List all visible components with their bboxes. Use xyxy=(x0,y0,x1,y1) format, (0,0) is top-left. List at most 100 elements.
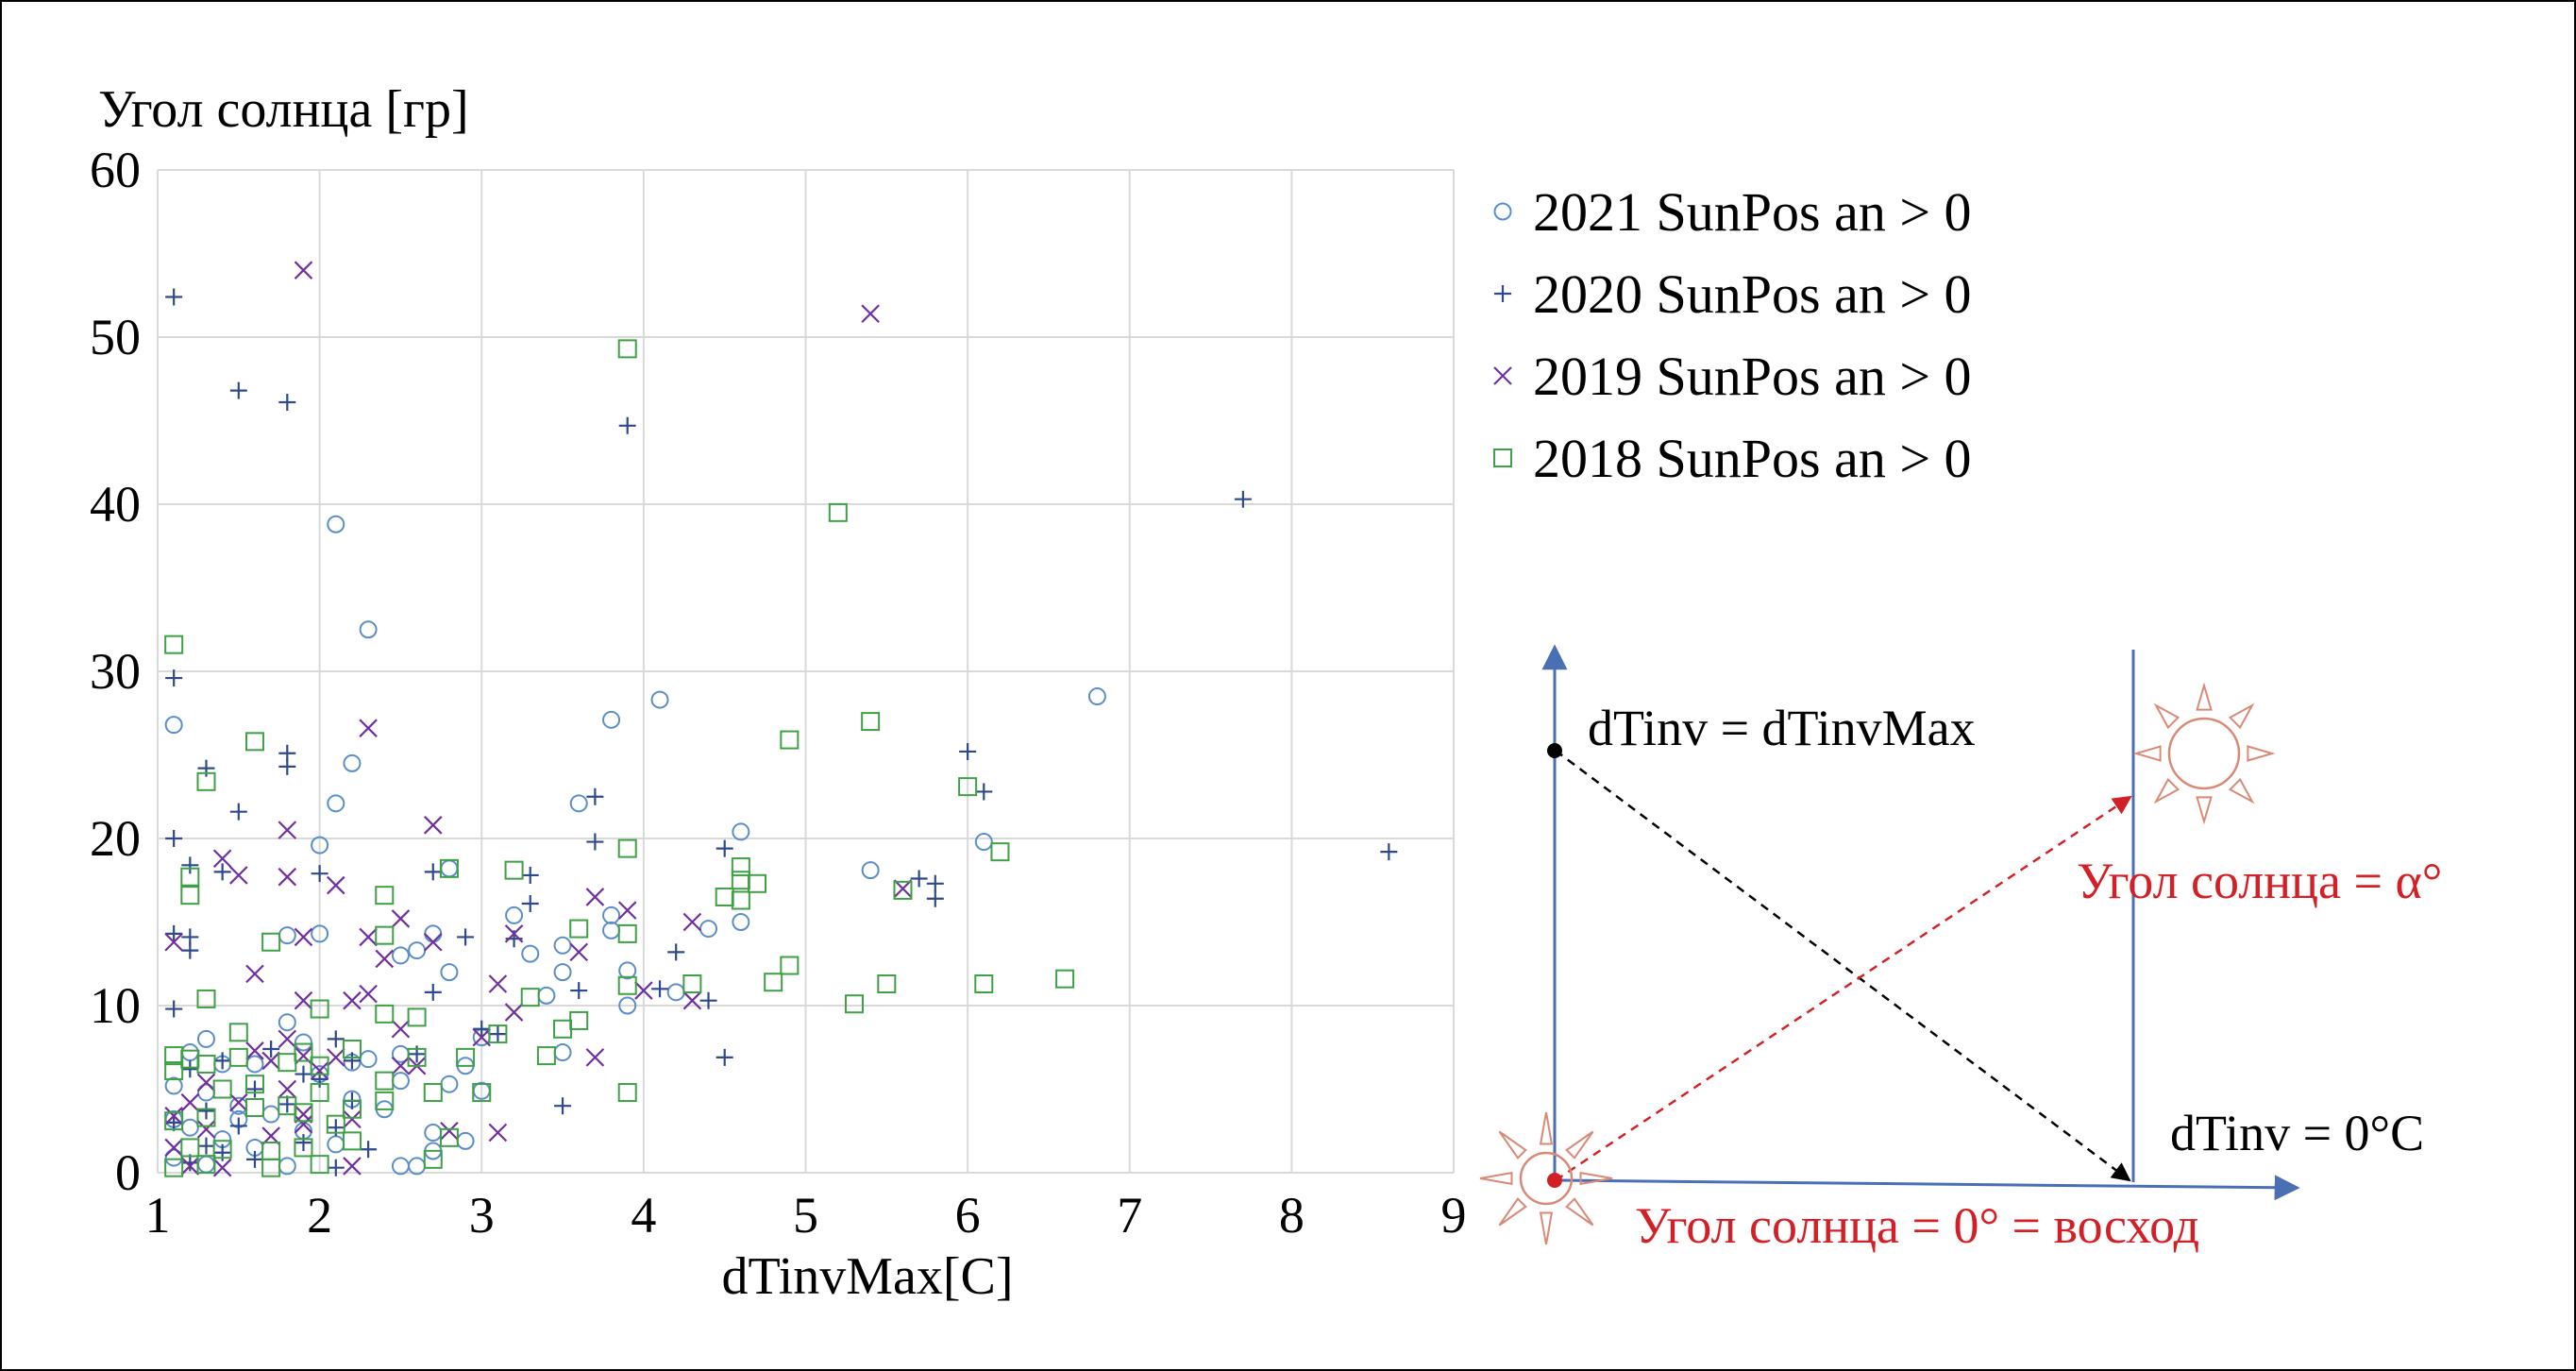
data-point xyxy=(650,690,669,709)
data-point xyxy=(586,787,604,805)
x-axis-label: dTinvMax[C] xyxy=(721,1247,1013,1306)
data-point xyxy=(245,1150,263,1168)
data-point xyxy=(262,1041,280,1058)
data-point xyxy=(181,1060,199,1078)
data-point xyxy=(617,975,637,995)
series-2 xyxy=(165,288,1398,1176)
sun-ray xyxy=(2228,702,2255,730)
x-tick-label: 6 xyxy=(955,1187,981,1244)
data-point xyxy=(457,928,475,946)
data-point xyxy=(164,716,183,735)
data-point xyxy=(407,1047,427,1067)
diagram-label-top: dTinv = dTinvMax xyxy=(1588,700,1976,756)
data-point xyxy=(261,932,281,952)
data-point xyxy=(926,889,944,907)
sun-ray xyxy=(2247,745,2276,762)
data-point xyxy=(196,1108,216,1127)
sun-ray xyxy=(1498,1197,1527,1227)
data-point xyxy=(731,871,750,890)
legend-label: 2019 SunPos an > 0 xyxy=(1533,346,1972,407)
data-point xyxy=(294,261,313,279)
data-point xyxy=(731,857,750,877)
data-point xyxy=(229,866,248,885)
x-tick-label: 7 xyxy=(1117,1187,1142,1244)
data-point xyxy=(423,932,443,952)
data-point xyxy=(472,1027,492,1047)
legend-marker xyxy=(1493,202,1512,221)
data-point xyxy=(278,821,297,839)
data-point xyxy=(408,941,427,960)
data-point xyxy=(212,1158,232,1177)
data-point xyxy=(716,1048,733,1066)
data-point xyxy=(974,833,993,852)
data-point xyxy=(343,1052,361,1070)
data-point xyxy=(327,1135,345,1154)
data-point xyxy=(310,999,329,1019)
data-point xyxy=(327,875,345,895)
data-point xyxy=(229,1117,247,1135)
data-point xyxy=(327,1048,345,1067)
data-point xyxy=(180,1043,199,1062)
data-point xyxy=(666,983,685,1002)
sun-ray xyxy=(1539,1111,1554,1145)
legend-label: 2018 SunPos an > 0 xyxy=(1533,428,1972,489)
data-point xyxy=(521,895,539,913)
x-tick-label: 8 xyxy=(1279,1187,1305,1244)
data-point xyxy=(244,1097,264,1117)
data-point xyxy=(164,1107,183,1126)
data-point xyxy=(278,1079,297,1099)
data-point xyxy=(391,1056,411,1075)
data-point xyxy=(618,996,637,1015)
data-point xyxy=(359,1050,378,1069)
data-point xyxy=(732,913,750,931)
data-point xyxy=(521,866,539,884)
data-point xyxy=(196,1155,215,1174)
y-tick-label: 30 xyxy=(90,643,141,700)
diagram-dashed-red-arrow xyxy=(1555,795,2132,1182)
data-point xyxy=(196,1120,216,1139)
data-point xyxy=(617,339,637,359)
sun-disc xyxy=(2167,717,2241,790)
legend-item: 2021 SunPos an > 0 xyxy=(1493,181,1972,243)
data-point xyxy=(165,924,183,942)
data-point xyxy=(165,830,183,847)
data-point xyxy=(196,989,216,1008)
data-point xyxy=(165,288,183,306)
sun-ray xyxy=(2196,796,2213,825)
data-point xyxy=(164,1076,183,1095)
data-point xyxy=(343,1109,362,1129)
sun-ray xyxy=(1479,1171,1513,1186)
data-point xyxy=(180,1157,200,1176)
diagram-dashed-black-arrow xyxy=(1555,749,2131,1182)
data-point xyxy=(602,710,621,729)
data-point xyxy=(553,963,572,982)
data-point xyxy=(617,923,637,943)
data-point xyxy=(682,912,702,932)
data-point xyxy=(617,838,637,858)
data-point xyxy=(294,1114,313,1134)
data-point xyxy=(294,990,313,1010)
data-point xyxy=(424,863,442,881)
data-point xyxy=(212,1140,232,1159)
sun-ray xyxy=(2132,745,2162,762)
data-point xyxy=(990,842,1010,862)
data-point xyxy=(311,865,328,883)
data-point xyxy=(974,973,994,993)
data-point xyxy=(164,1138,183,1158)
data-point xyxy=(715,887,734,906)
data-point xyxy=(196,1155,216,1175)
data-point xyxy=(537,986,556,1005)
data-point xyxy=(764,973,783,992)
data-point xyxy=(278,757,296,775)
data-point xyxy=(618,416,636,434)
x-tick-label: 1 xyxy=(145,1187,171,1244)
data-point xyxy=(536,1046,556,1066)
data-point xyxy=(375,1091,395,1110)
data-point xyxy=(278,1157,296,1176)
data-point xyxy=(440,963,459,982)
sun-icon-sunrise xyxy=(1479,1111,1613,1245)
data-point xyxy=(553,1043,572,1062)
data-point xyxy=(456,1047,476,1067)
data-point xyxy=(440,1075,459,1093)
data-point xyxy=(261,1105,280,1124)
